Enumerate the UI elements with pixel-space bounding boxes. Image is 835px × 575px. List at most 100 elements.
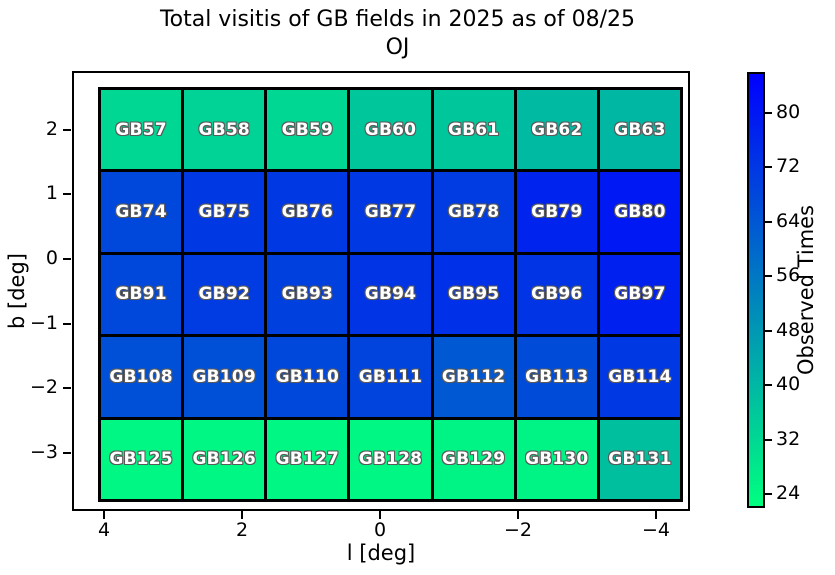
field-label: GB95 [447,284,500,305]
y-tick-mark [63,258,71,260]
heatmap-cell-GB129: GB129 [433,419,514,499]
colorbar [747,72,765,508]
colorbar-tick-label: 56 [776,264,801,287]
field-label: GB113 [525,366,589,387]
heatmap-cell-GB79: GB79 [516,172,597,252]
heatmap-cell-GB114: GB114 [599,337,680,417]
y-tick-label: −2 [29,376,58,399]
y-tick-label: −3 [29,440,58,463]
field-label: GB125 [109,449,173,470]
heatmap-cell-GB97: GB97 [599,254,680,335]
heatmap-cell-GB94: GB94 [350,254,431,335]
heatmap-cell-GB63: GB63 [599,90,680,170]
heatmap-cell-GB96: GB96 [516,254,597,335]
heatmap-cell-GB111: GB111 [350,337,431,417]
colorbar-tick-mark [765,384,772,387]
title-block: Total visitis of GB fields in 2025 as of… [60,5,735,62]
field-label: GB91 [115,284,167,305]
heatmap-cell-GB58: GB58 [184,90,265,170]
field-label: GB94 [364,284,417,305]
x-axis-label: l [deg] [346,541,416,565]
field-label: GB93 [281,284,334,305]
x-tick-label: 2 [235,519,249,541]
x-tick-mark [103,511,105,519]
field-label: GB59 [281,119,334,140]
colorbar-tick-label: 32 [776,427,801,450]
heatmap-cell-GB77: GB77 [350,172,431,252]
colorbar-tick-label: 64 [776,209,801,232]
heatmap-cell-GB125: GB125 [101,419,182,499]
heatmap-cell-GB131: GB131 [599,419,680,499]
x-tick-mark [517,511,519,519]
heatmap-cell-GB59: GB59 [267,90,348,170]
field-label: GB96 [531,284,583,305]
heatmap-cell-GB113: GB113 [516,337,597,417]
field-label: GB63 [614,119,666,140]
field-label: GB77 [364,202,417,223]
field-label: GB62 [531,119,583,140]
heatmap-cell-GB62: GB62 [516,90,597,170]
heatmap-cell-GB92: GB92 [184,254,265,335]
field-label: GB92 [198,284,250,305]
colorbar-tick-label: 24 [776,482,801,505]
field-label: GB61 [447,119,500,140]
heatmap-cell-GB127: GB127 [267,419,348,499]
field-label: GB109 [192,366,256,387]
chart-title: Total visitis of GB fields in 2025 as of… [159,7,636,32]
heatmap-cell-GB60: GB60 [350,90,431,170]
field-label: GB58 [198,119,250,140]
field-label: GB74 [115,202,167,223]
field-label: GB114 [608,366,672,387]
y-axis-label: b [deg] [5,253,29,329]
y-tick-mark [63,128,71,131]
heatmap-cell-GB91: GB91 [101,254,182,335]
field-label: GB78 [447,202,500,223]
colorbar-tick-label: 72 [776,155,801,178]
heatmap-cell-GB78: GB78 [433,172,514,252]
heatmap-cell-GB110: GB110 [267,337,348,417]
field-label: GB126 [192,449,256,470]
field-label: GB112 [441,366,506,387]
x-tick-label: 0 [373,519,387,541]
field-label: GB57 [115,119,167,140]
field-label: GB79 [531,202,583,223]
x-tick-mark [379,511,381,519]
heatmap-cell-GB112: GB112 [433,337,514,417]
x-tick-label: −2 [503,519,533,541]
x-tick-mark [655,511,657,519]
field-label: GB127 [275,449,340,470]
field-label: GB97 [614,284,666,305]
colorbar-tick-label: 48 [776,318,801,341]
colorbar-tick-label: 40 [776,373,801,396]
field-label: GB128 [358,449,423,470]
colorbar-tick-mark [765,220,772,223]
colorbar-tick-mark [765,166,772,169]
colorbar-label: Observed Times [794,204,818,376]
field-label: GB80 [614,202,666,223]
heatmap-cell-GB93: GB93 [267,254,348,335]
y-tick-mark [63,193,71,196]
y-tick-label: 0 [45,247,58,269]
field-label: GB108 [109,366,173,387]
x-tick-label: 4 [97,519,111,541]
colorbar-tick-mark [765,493,772,496]
colorbar-tick-mark [765,438,772,441]
y-tick-mark [63,322,71,325]
heatmap-grid: GB57 GB58 GB59 GB60 GB61 GB62 GB63 GB74 GB75 GB76… [98,87,683,502]
field-label: GB76 [281,202,334,223]
colorbar-tick-mark [765,275,772,278]
heatmap-cell-GB76: GB76 [267,172,348,252]
y-tick-mark [63,387,71,390]
heatmap-cell-GB74: GB74 [101,172,182,252]
heatmap-cell-GB130: GB130 [516,419,597,499]
y-tick-mark [63,451,71,454]
field-label: GB130 [525,449,589,470]
y-tick-label: 2 [45,117,58,140]
field-label: GB110 [275,366,340,387]
heatmap-cell-GB57: GB57 [101,90,182,170]
heatmap-cell-GB126: GB126 [184,419,265,499]
heatmap-cell-GB61: GB61 [433,90,514,170]
y-tick-label: 1 [45,182,58,205]
field-label: GB131 [608,449,672,470]
